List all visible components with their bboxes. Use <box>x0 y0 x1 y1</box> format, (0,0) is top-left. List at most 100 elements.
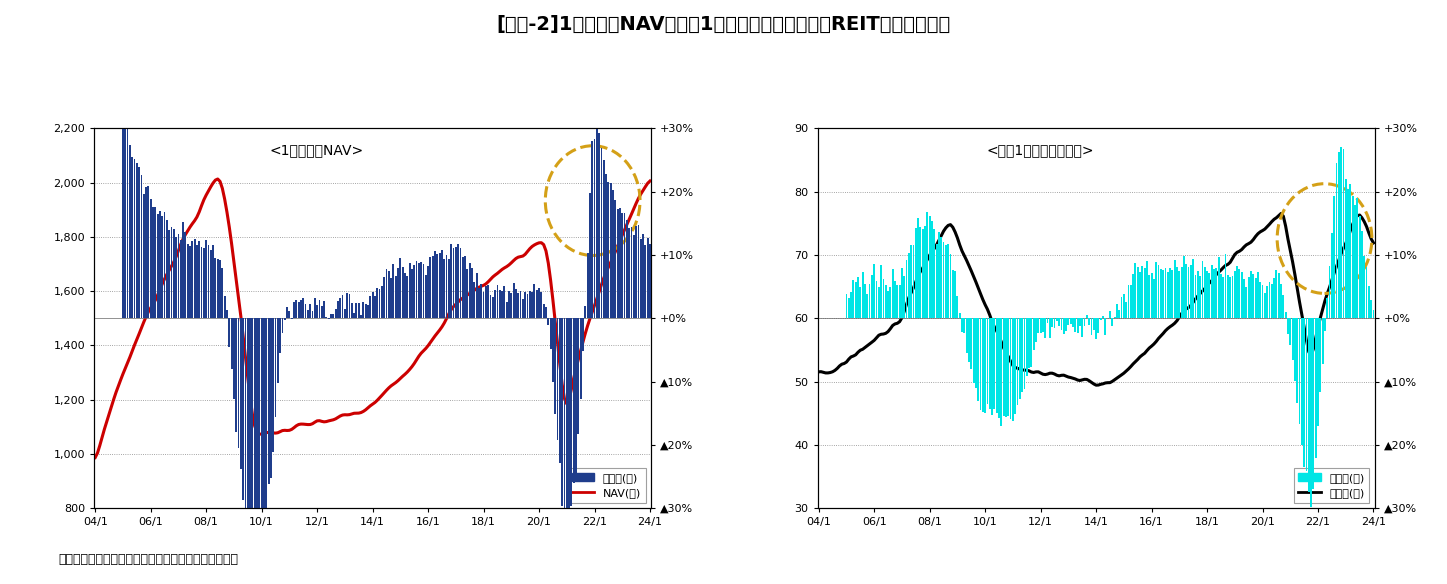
Bar <box>182 223 184 318</box>
Bar <box>644 245 647 318</box>
Bar <box>1204 267 1205 318</box>
Bar <box>1120 297 1123 318</box>
Bar <box>430 257 431 318</box>
Bar <box>864 284 865 318</box>
Bar <box>1292 318 1294 360</box>
Bar <box>237 318 239 447</box>
Bar <box>1108 311 1111 318</box>
Bar <box>434 252 436 318</box>
Bar <box>1243 279 1244 318</box>
Bar <box>344 310 346 318</box>
Bar <box>1201 261 1204 318</box>
Bar <box>268 318 269 484</box>
Bar <box>1127 285 1130 318</box>
Bar <box>337 301 339 318</box>
Bar <box>1294 318 1297 381</box>
Bar <box>399 259 401 318</box>
Bar <box>124 121 126 318</box>
Bar <box>1162 270 1163 318</box>
Bar <box>550 318 551 349</box>
Bar <box>996 318 997 413</box>
Bar <box>333 314 334 318</box>
Bar <box>427 266 428 318</box>
Bar <box>1068 318 1069 325</box>
Bar <box>150 199 152 318</box>
Bar <box>1224 253 1227 318</box>
Bar <box>233 318 234 399</box>
Bar <box>1003 318 1004 416</box>
Bar <box>1091 318 1092 335</box>
Bar <box>1150 273 1152 318</box>
Bar <box>1297 318 1298 403</box>
Bar <box>1074 318 1077 332</box>
Bar <box>1088 318 1090 325</box>
Bar <box>245 318 246 525</box>
Bar <box>166 220 168 318</box>
Bar <box>1327 298 1328 318</box>
Bar <box>372 291 373 318</box>
Bar <box>998 318 1000 418</box>
Bar <box>1215 268 1217 318</box>
Bar <box>1166 272 1169 318</box>
Bar <box>252 318 253 584</box>
Bar <box>1370 300 1372 318</box>
Bar <box>899 285 900 318</box>
Bar <box>627 220 628 318</box>
Bar <box>518 293 519 318</box>
Bar <box>917 218 919 318</box>
Bar <box>524 291 527 318</box>
Bar <box>1035 318 1037 342</box>
Bar <box>396 267 399 318</box>
Bar <box>1165 268 1166 318</box>
Bar <box>287 307 288 318</box>
Bar <box>577 318 579 434</box>
Bar <box>383 277 385 318</box>
Bar <box>483 292 485 318</box>
Bar <box>402 267 404 318</box>
Bar <box>318 300 320 318</box>
Bar <box>476 273 478 318</box>
Bar <box>1278 273 1279 318</box>
Bar <box>1252 274 1255 318</box>
Bar <box>968 318 969 362</box>
Bar <box>210 251 211 318</box>
Bar <box>612 190 614 318</box>
Bar <box>408 263 411 318</box>
Bar <box>446 255 447 318</box>
Bar <box>910 245 912 318</box>
Bar <box>871 275 873 318</box>
Bar <box>1246 287 1247 318</box>
Bar <box>1030 318 1032 367</box>
Bar <box>984 318 985 413</box>
Bar <box>540 291 543 318</box>
Bar <box>1234 271 1236 318</box>
Bar <box>1347 189 1349 318</box>
Bar <box>1195 275 1197 318</box>
Bar <box>638 225 640 318</box>
Bar <box>472 269 473 318</box>
Bar <box>1200 276 1201 318</box>
Bar <box>559 318 561 464</box>
Bar <box>862 272 864 318</box>
Bar <box>1116 304 1119 318</box>
Bar <box>1149 275 1150 318</box>
Bar <box>1172 270 1174 318</box>
Bar <box>975 318 977 388</box>
Bar <box>1072 318 1074 326</box>
Bar <box>582 318 585 351</box>
Bar <box>1269 281 1270 318</box>
Bar <box>1017 318 1019 405</box>
Bar <box>221 269 223 318</box>
Legend: 前年比(右), 分配金(左): 前年比(右), 分配金(左) <box>1294 468 1369 502</box>
Bar <box>635 226 637 318</box>
Bar <box>346 293 349 318</box>
Bar <box>1006 318 1007 416</box>
Bar <box>1045 318 1046 338</box>
Bar <box>1085 315 1088 318</box>
Bar <box>1158 265 1159 318</box>
Bar <box>936 244 938 318</box>
Bar <box>133 159 136 318</box>
Bar <box>906 260 907 318</box>
Bar <box>485 286 486 318</box>
Bar <box>601 148 602 318</box>
